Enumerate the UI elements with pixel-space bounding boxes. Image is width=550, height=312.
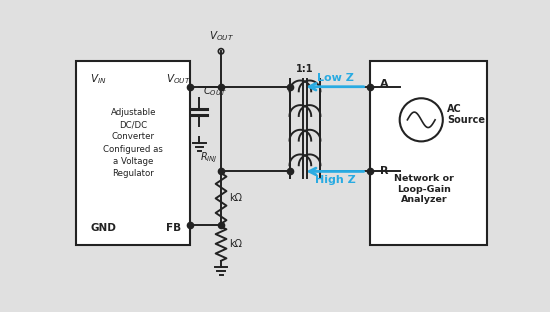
Text: Adjustable
DC/DC
Converter
Configured as
a Voltage
Regulator: Adjustable DC/DC Converter Configured as… [103, 108, 163, 178]
Text: $R_{INJ}$: $R_{INJ}$ [200, 151, 218, 165]
Text: Low Z: Low Z [317, 73, 354, 83]
Text: Network or
Loop-Gain
Analyzer: Network or Loop-Gain Analyzer [394, 174, 454, 204]
Circle shape [218, 49, 224, 54]
Text: FB: FB [166, 223, 181, 233]
Text: $C_{OUT}$: $C_{OUT}$ [202, 84, 226, 98]
Text: High Z: High Z [315, 175, 355, 185]
Text: R: R [381, 166, 389, 176]
Text: $V_{OUT}$: $V_{OUT}$ [166, 72, 191, 86]
Bar [371, 61, 487, 245]
Text: 1:1: 1:1 [296, 64, 314, 74]
Circle shape [400, 98, 443, 141]
Text: $V_{IN}$: $V_{IN}$ [90, 72, 107, 86]
Text: kΩ: kΩ [229, 193, 242, 203]
Text: $V_{OUT}$: $V_{OUT}$ [208, 29, 234, 43]
Text: kΩ: kΩ [229, 239, 242, 249]
Text: GND: GND [90, 223, 116, 233]
Text: AC
Source: AC Source [448, 104, 486, 125]
Bar [76, 61, 190, 245]
Text: A: A [381, 79, 389, 89]
